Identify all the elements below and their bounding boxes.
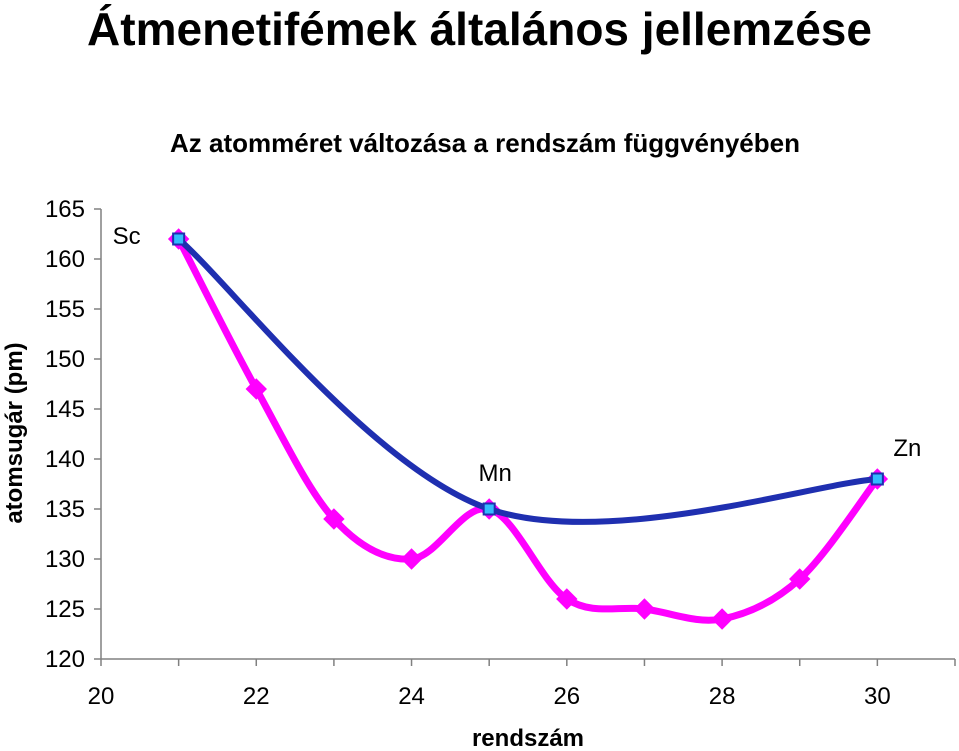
diamond-marker [323, 508, 345, 530]
x-tick-label: 22 [243, 683, 270, 710]
x-tick-label: 28 [709, 683, 736, 710]
point-label: Mn [479, 460, 512, 487]
y-tick-label: 140 [45, 446, 85, 473]
square-marker [482, 502, 496, 516]
y-tick-label: 150 [45, 346, 85, 373]
y-tick-label: 125 [45, 596, 85, 623]
diamond-marker [789, 568, 811, 590]
y-axis-title: atomsugár (pm) [1, 342, 28, 523]
x-tick-label: 20 [88, 683, 115, 710]
diamond-marker [711, 608, 733, 630]
y-tick-label: 130 [45, 546, 85, 573]
series-line-blue [176, 236, 878, 525]
y-tick-label: 160 [45, 246, 85, 273]
point-labels: Sc Mn Zn [113, 223, 922, 487]
plot-area [167, 228, 889, 630]
point-label: Sc [113, 223, 141, 250]
y-tick-label: 120 [45, 646, 85, 673]
square-marker [172, 232, 186, 246]
series-line-magenta [175, 237, 881, 624]
x-axis-title: rendszám [472, 725, 584, 751]
chart-subtitle: Az atomméret változása a rendszám függvé… [170, 128, 800, 158]
diamond-marker [633, 598, 656, 620]
x-tick-label: 26 [553, 683, 580, 710]
axes: 120 125 130 135 140 145 150 155 160 165 20 22 24 26 28… [45, 196, 956, 710]
diamond-marker [556, 588, 578, 610]
y-tick-label: 165 [45, 196, 85, 223]
page-title: Átmenetifémek általános jellemzése [87, 3, 872, 55]
y-tick-label: 145 [45, 396, 85, 423]
point-label: Zn [893, 435, 921, 462]
diamond-marker [400, 548, 423, 570]
x-tick-label: 30 [864, 683, 891, 710]
y-tick-label: 155 [45, 296, 85, 323]
x-tick-label: 24 [398, 683, 425, 710]
square-marker [870, 472, 884, 486]
y-tick-label: 135 [45, 496, 85, 523]
diamond-marker [245, 378, 267, 400]
